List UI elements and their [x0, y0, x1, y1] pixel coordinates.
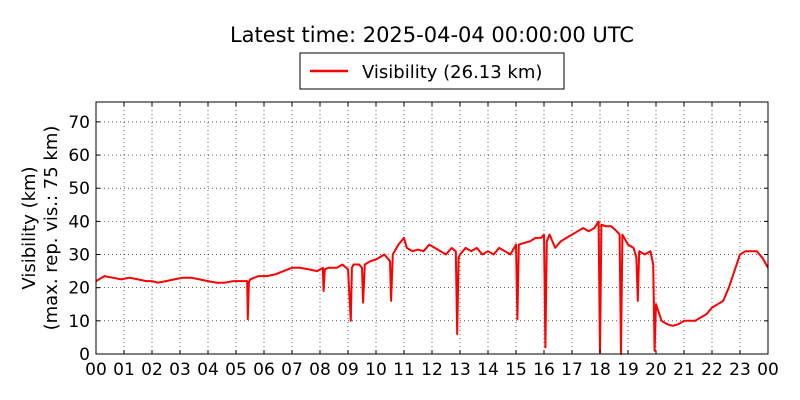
x-tick-label: 07 — [281, 360, 303, 380]
legend-label: Visibility (26.13 km) — [362, 62, 542, 83]
x-tick-label: 10 — [365, 360, 387, 380]
y-axis-label: Visibility (km) (max. rep. vis.: 75 km) — [19, 126, 62, 331]
grid — [96, 102, 768, 354]
y-tick-label: 40 — [68, 212, 90, 232]
x-tick-label: 05 — [225, 360, 247, 380]
x-tick-label: 16 — [533, 360, 555, 380]
x-tick-label: 19 — [617, 360, 639, 380]
x-tick-label: 17 — [561, 360, 583, 380]
x-tick-label: 12 — [421, 360, 443, 380]
x-tick-label: 09 — [337, 360, 359, 380]
x-tick-label: 15 — [505, 360, 527, 380]
x-tick-label: 13 — [449, 360, 471, 380]
legend: Visibility (26.13 km) — [299, 52, 565, 90]
x-tick-label: 00 — [757, 360, 779, 380]
series-layer — [95, 220, 769, 355]
y-tick-label: 10 — [68, 312, 90, 332]
y-tick-label: 50 — [68, 179, 90, 199]
y-axis-label-line-2: (max. rep. vis.: 75 km) — [41, 126, 62, 331]
y-tick-label: 60 — [68, 146, 90, 166]
x-tick-label: 01 — [113, 360, 135, 380]
y-tick-label: 70 — [68, 113, 90, 133]
x-tick-label: 00 — [85, 360, 107, 380]
y-tick-label: 20 — [68, 279, 90, 299]
x-tick-label: 02 — [141, 360, 163, 380]
x-tick-label: 03 — [169, 360, 191, 380]
plot-frame — [95, 101, 769, 355]
series-line-visibility — [95, 220, 769, 355]
y-tick-labels: 0 10 20 30 40 50 60 70 — [68, 113, 90, 365]
x-tick-label: 22 — [701, 360, 723, 380]
x-tick-label: 14 — [477, 360, 499, 380]
x-tick-label: 06 — [253, 360, 275, 380]
x-tick-label: 04 — [197, 360, 219, 380]
tick-marks — [95, 102, 769, 355]
x-tick-labels: 00 01 02 03 04 05 06 07 08 09 10 11 12 13 14 15 16 17 18 19… — [85, 360, 779, 380]
x-tick-label: 18 — [589, 360, 611, 380]
y-tick-label: 0 — [79, 345, 90, 365]
y-tick-label: 30 — [68, 246, 90, 266]
x-tick-label: 08 — [309, 360, 331, 380]
x-tick-label: 20 — [645, 360, 667, 380]
y-axis-label-line-1: Visibility (km) — [19, 166, 40, 289]
chart-title: Latest time: 2025-04-04 00:00:00 UTC — [230, 23, 634, 47]
x-tick-label: 21 — [673, 360, 695, 380]
x-tick-label: 11 — [393, 360, 415, 380]
x-tick-label: 23 — [729, 360, 751, 380]
